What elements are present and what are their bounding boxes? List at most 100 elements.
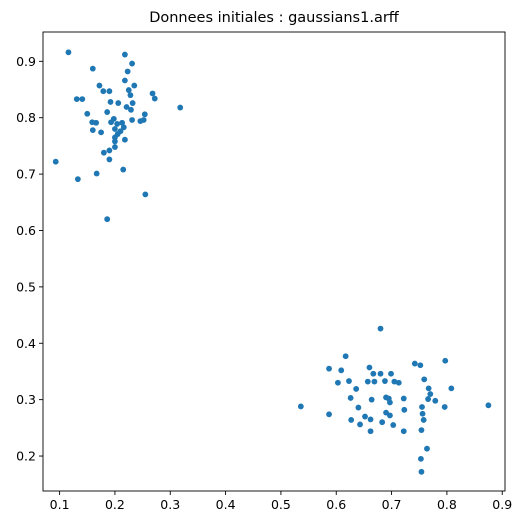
data-point bbox=[121, 51, 128, 58]
data-point bbox=[120, 166, 127, 173]
data-point bbox=[114, 121, 121, 127]
data-point bbox=[485, 402, 492, 409]
data-point bbox=[129, 117, 135, 123]
y-tick-label: 0.8 bbox=[16, 110, 36, 125]
data-point bbox=[418, 427, 425, 434]
data-point bbox=[338, 367, 345, 374]
data-point bbox=[142, 191, 149, 198]
data-point bbox=[425, 396, 431, 402]
y-axis: 0.2 0.3 0.4 0.5 0.6 0.7 0.8 0.9 bbox=[16, 54, 43, 464]
data-point bbox=[348, 417, 355, 423]
data-point bbox=[84, 110, 91, 117]
data-point bbox=[326, 365, 332, 372]
data-point bbox=[382, 378, 388, 384]
data-point bbox=[112, 138, 118, 145]
data-point bbox=[342, 353, 349, 360]
x-axis: 0.1 0.2 0.3 0.4 0.5 0.6 0.7 0.8 0.9 bbox=[50, 491, 512, 512]
y-tick-label: 0.3 bbox=[16, 392, 36, 407]
data-point bbox=[427, 391, 434, 397]
data-point bbox=[52, 158, 59, 165]
data-point bbox=[151, 95, 158, 102]
data-point bbox=[390, 422, 397, 428]
data-point bbox=[129, 100, 136, 106]
data-point bbox=[115, 100, 122, 106]
data-point bbox=[128, 106, 134, 113]
plot-area-frame bbox=[42, 31, 506, 492]
data-point bbox=[93, 170, 100, 177]
data-point bbox=[379, 419, 386, 426]
data-point bbox=[417, 455, 424, 462]
data-point bbox=[106, 88, 113, 95]
data-point bbox=[121, 136, 128, 143]
chart-title: Donnees initiales : gaussians1.arff bbox=[149, 10, 400, 26]
data-point bbox=[112, 144, 118, 150]
data-point bbox=[355, 404, 362, 411]
data-point bbox=[401, 406, 408, 413]
data-point bbox=[104, 216, 111, 223]
data-point bbox=[364, 378, 371, 385]
data-point bbox=[424, 445, 430, 452]
data-point bbox=[346, 378, 352, 384]
data-point bbox=[123, 104, 130, 110]
data-point bbox=[89, 127, 96, 134]
data-point bbox=[96, 82, 103, 89]
data-point bbox=[177, 104, 184, 111]
data-point bbox=[441, 404, 448, 410]
data-point bbox=[100, 88, 107, 95]
data-point bbox=[370, 370, 377, 377]
data-point bbox=[395, 379, 402, 386]
data-point bbox=[411, 360, 418, 367]
data-point bbox=[419, 410, 426, 417]
data-point bbox=[106, 156, 113, 163]
data-point bbox=[421, 376, 428, 383]
scatter-points bbox=[52, 49, 492, 475]
x-tick-label: 0.9 bbox=[492, 497, 512, 512]
data-point bbox=[93, 119, 100, 126]
data-point bbox=[297, 403, 304, 410]
x-tick-label: 0.4 bbox=[216, 497, 236, 512]
y-tick-label: 0.4 bbox=[16, 336, 36, 351]
data-point bbox=[124, 68, 131, 75]
data-point bbox=[432, 397, 439, 404]
data-point bbox=[362, 413, 368, 420]
data-point bbox=[121, 77, 128, 84]
data-point bbox=[357, 421, 363, 428]
data-point bbox=[387, 412, 393, 419]
x-tick-label: 0.1 bbox=[50, 497, 70, 512]
data-point bbox=[347, 395, 354, 401]
x-tick-label: 0.7 bbox=[382, 497, 402, 512]
data-point bbox=[120, 124, 127, 131]
data-point bbox=[420, 417, 427, 423]
data-point bbox=[377, 325, 384, 332]
data-point bbox=[112, 126, 118, 132]
data-point bbox=[371, 378, 378, 385]
data-point bbox=[400, 395, 407, 402]
y-tick-label: 0.5 bbox=[16, 279, 36, 294]
data-point bbox=[131, 82, 138, 89]
data-point bbox=[129, 60, 135, 67]
data-point bbox=[368, 396, 375, 403]
data-point bbox=[127, 92, 134, 99]
data-point bbox=[107, 99, 114, 105]
data-point bbox=[425, 385, 432, 392]
data-point bbox=[108, 119, 114, 126]
data-point bbox=[391, 378, 398, 385]
data-point bbox=[377, 370, 384, 377]
y-tick-label: 0.7 bbox=[16, 167, 36, 182]
y-tick-label: 0.2 bbox=[16, 449, 36, 464]
data-point bbox=[366, 364, 373, 371]
data-point bbox=[388, 370, 394, 377]
data-point bbox=[367, 428, 374, 435]
x-tick-label: 0.3 bbox=[160, 497, 180, 512]
data-point bbox=[89, 65, 96, 72]
data-point bbox=[442, 357, 449, 364]
y-tick-label: 0.6 bbox=[16, 223, 36, 238]
data-point bbox=[98, 129, 104, 136]
data-point bbox=[104, 109, 111, 115]
data-point bbox=[326, 411, 332, 418]
x-tick-label: 0.8 bbox=[437, 497, 457, 512]
data-point bbox=[417, 362, 424, 369]
x-tick-label: 0.5 bbox=[271, 497, 291, 512]
data-point bbox=[149, 90, 156, 97]
